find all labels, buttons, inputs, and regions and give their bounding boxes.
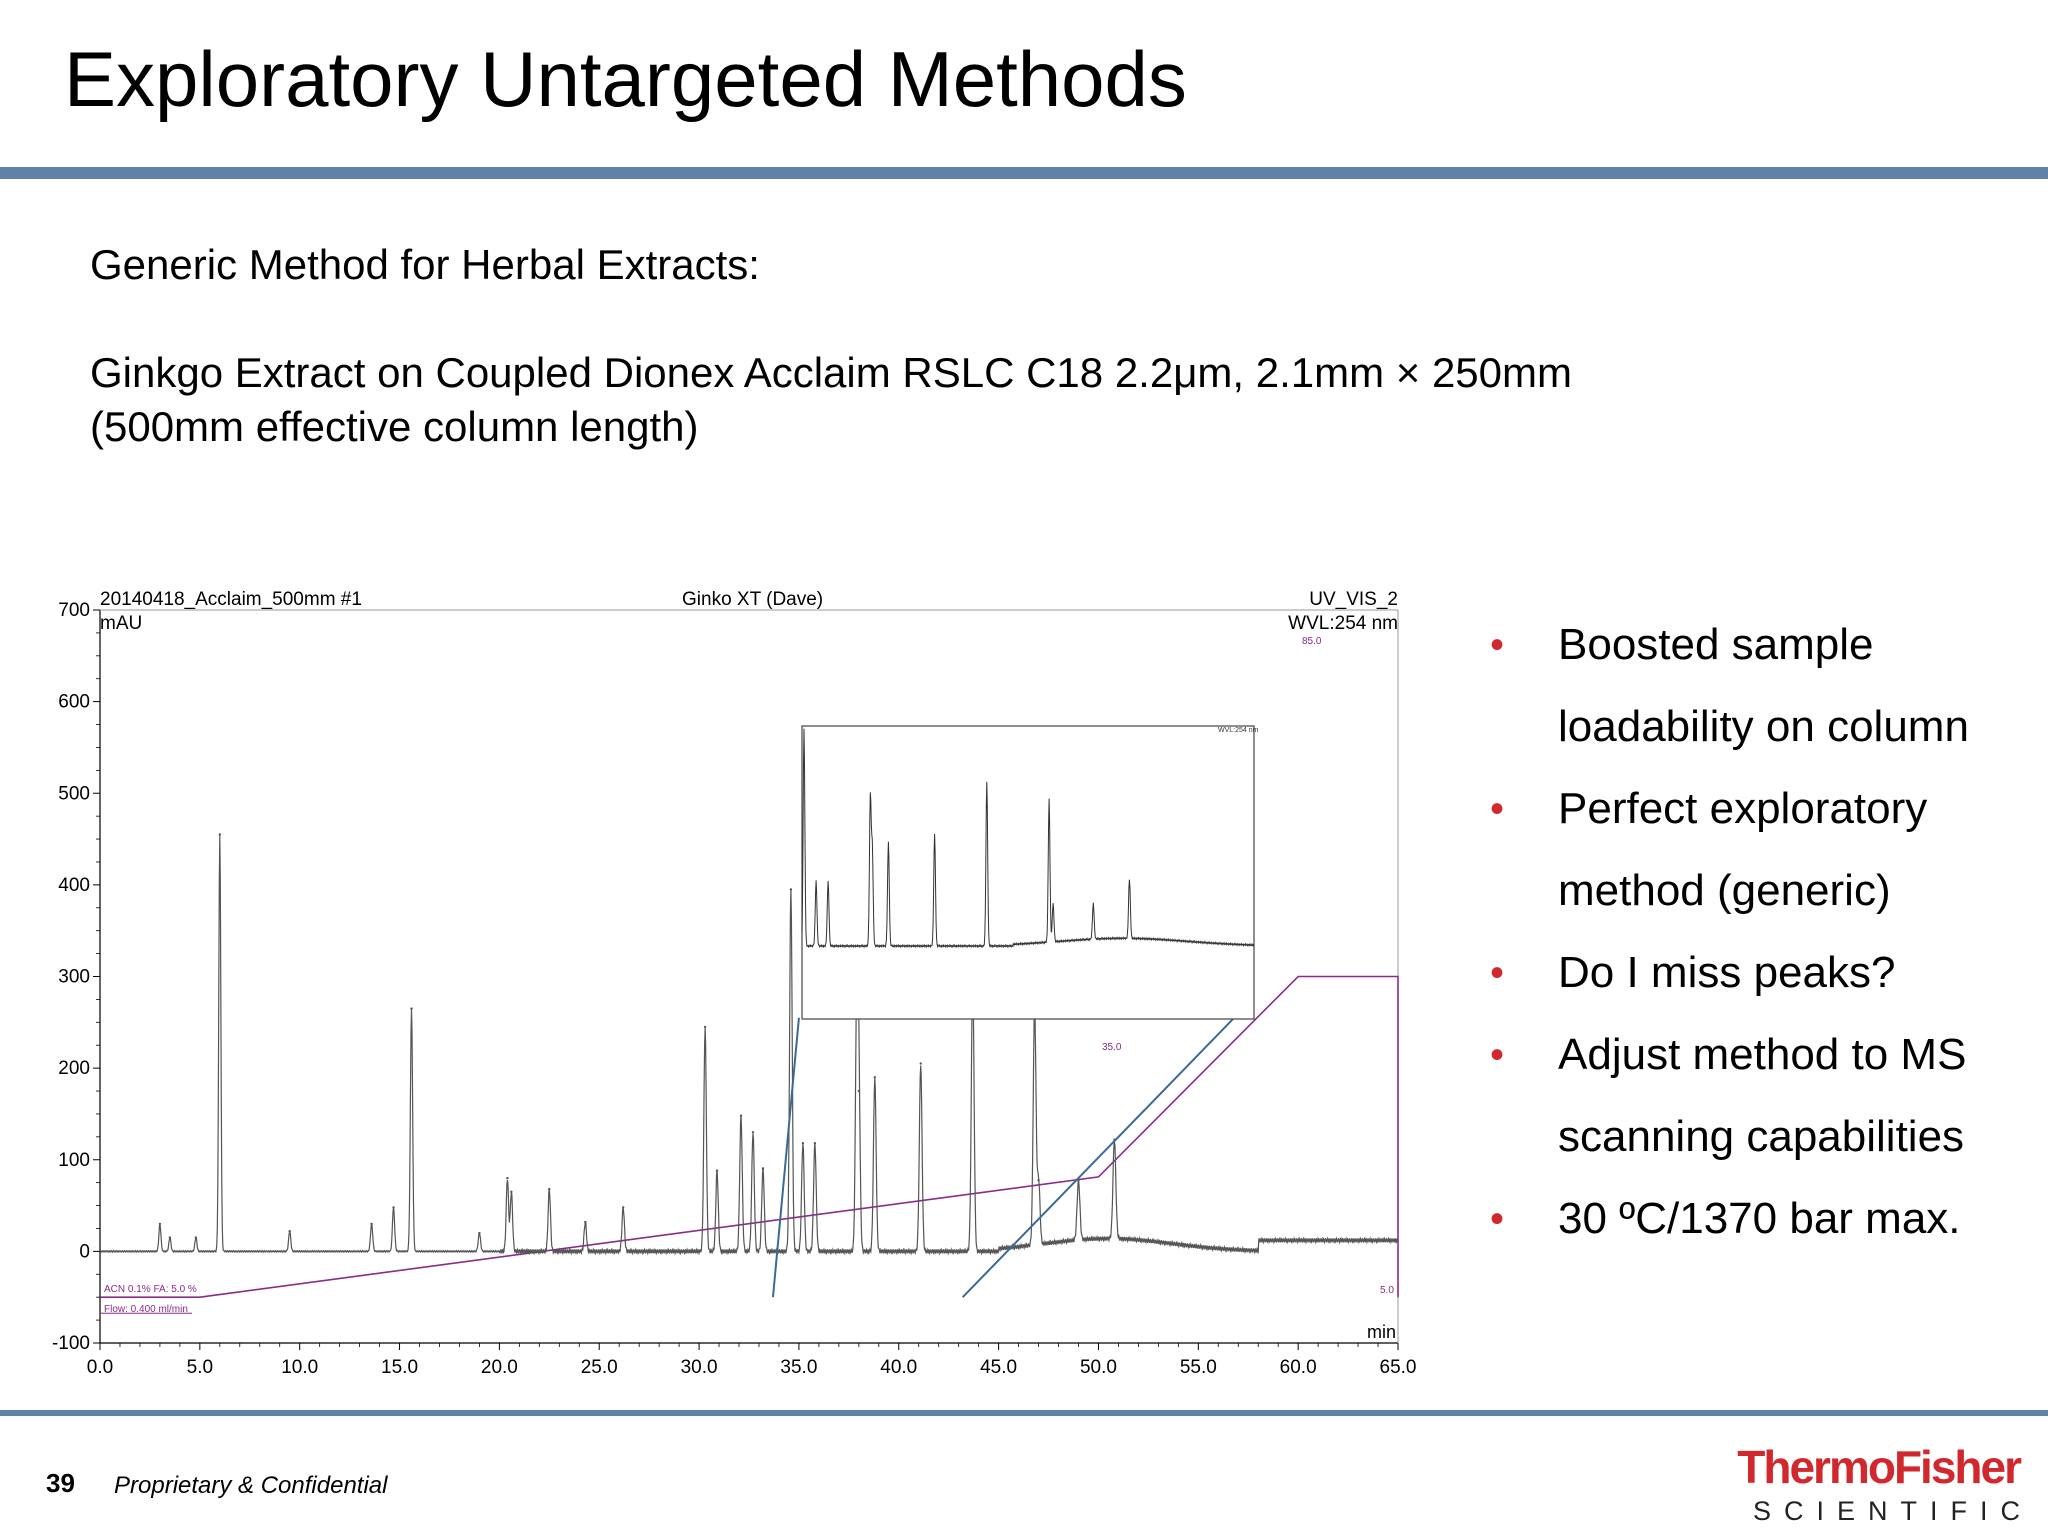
x-tick-label: 55.0 [1180, 1357, 1217, 1378]
peak-apex [751, 1131, 755, 1134]
peak-apex [801, 1142, 805, 1145]
peak-apex [857, 1089, 861, 1093]
gradient-mid-label: 35.0 [1102, 1042, 1122, 1053]
x-tick-label: 50.0 [1080, 1357, 1117, 1378]
peak-apex [584, 1220, 587, 1224]
peak-apex [510, 1190, 513, 1194]
x-tick-label: 30.0 [681, 1357, 718, 1378]
bullet-dot-icon: • [1490, 1197, 1505, 1241]
x-tick-label: 5.0 [187, 1357, 213, 1378]
bullet-item: • Adjust method to MS scanning capabiliti… [1490, 1014, 2010, 1178]
x-tick-label: 65.0 [1380, 1357, 1417, 1378]
peak-apex [813, 1142, 817, 1145]
peak-apex [478, 1231, 481, 1235]
x-tick-label: 0.0 [87, 1357, 113, 1378]
peak-apex [370, 1222, 373, 1226]
zoom-connector-left [771, 1017, 800, 1298]
description-line-1: Ginkgo Extract on Coupled Dionex Acclaim… [90, 349, 1572, 396]
thermofisher-logo: ThermoFisher SCIENTIFIC [1720, 1441, 2022, 1527]
peak-apex [873, 1076, 877, 1079]
y-tick-label: 300 [58, 967, 90, 988]
gradient-program-line [100, 975, 1399, 1298]
y-tick-label: 200 [58, 1058, 90, 1079]
peak-apex [158, 1222, 162, 1226]
flow-label: Flow: 0.400 ml/min [104, 1304, 188, 1315]
y-tick-label: 500 [58, 783, 90, 804]
peak-apex [392, 1206, 395, 1209]
bullet-dot-icon: • [1490, 1033, 1505, 1077]
zoom-inset-box [801, 725, 1255, 1020]
bullet-dot-icon: • [1490, 951, 1505, 995]
feature-bullet-list: • Boosted sample loadability on column • P… [1490, 604, 2010, 1260]
chromatogram-chart: 0.0 5.0 10.0 15.0 20.0 25.0 30.0 35.0 40.0 45.0 50… [40, 580, 1440, 1405]
peak-apex [715, 1169, 719, 1172]
peak-apex [789, 888, 793, 891]
y-tick-label: 400 [58, 875, 90, 896]
peak-apex [194, 1236, 198, 1239]
x-tick-label: 20.0 [481, 1357, 518, 1378]
y-tick-label: 0 [79, 1241, 90, 1262]
slide-subtitle: Generic Method for Herbal Extracts: [90, 241, 760, 288]
page-number: 39 [46, 1468, 75, 1498]
x-tick-label: 45.0 [980, 1357, 1017, 1378]
peak-apex [621, 1206, 625, 1209]
x-tick-label: 10.0 [281, 1357, 318, 1378]
x-tick-label: 15.0 [381, 1357, 418, 1378]
y-tick-label: 700 [58, 600, 90, 621]
zoom-inset-trace [801, 728, 1255, 949]
logo-brand: ThermoFisher [1737, 1441, 2022, 1493]
bullet-item: • 30 ºC/1370 bar max. [1490, 1178, 2010, 1260]
slide-title: Exploratory Untargeted Methods [64, 35, 1187, 123]
x-tick-label: 60.0 [1280, 1357, 1317, 1378]
x-tick-label: 40.0 [880, 1357, 917, 1378]
bullet-item: • Perfect exploratory method (generic) [1490, 768, 2010, 932]
peak-apex [1037, 1179, 1040, 1182]
bullet-item: • Do I miss peaks? [1490, 932, 2010, 1014]
slide-description: Ginkgo Extract on Coupled Dionex Acclaim… [90, 346, 1790, 454]
peak-apex [506, 1176, 509, 1180]
bullet-dot-icon: • [1490, 623, 1505, 667]
peak-apex [548, 1187, 551, 1191]
chromatogram-trace [99, 834, 1399, 1256]
footer-rule [0, 1410, 2048, 1416]
header-rule [0, 167, 2048, 179]
bullet-item: • Boosted sample loadability on column [1490, 604, 2010, 768]
confidential-notice: Proprietary & Confidential [114, 1472, 388, 1499]
gradient-start-label: ACN 0.1% FA: 5.0 % [104, 1284, 197, 1295]
y-tick-label: 600 [58, 692, 90, 713]
peak-apex [739, 1114, 743, 1117]
x-tick-label: 25.0 [581, 1357, 618, 1378]
chart-header-right-1: UV_VIS_2 [1309, 589, 1398, 610]
chart-header-left-2: mAU [100, 613, 142, 634]
description-line-2: (500mm effective column length) [90, 402, 699, 450]
peak-apex [168, 1236, 172, 1239]
zoom-connector-right [961, 1017, 1235, 1298]
chart-header-right-2: WVL:254 nm [1288, 613, 1398, 634]
peak-apex [703, 1025, 707, 1029]
peak-apex [919, 1062, 922, 1065]
peak-apex [218, 833, 222, 836]
gradient-end-label: 85.0 [1302, 636, 1322, 647]
y-tick-label: -100 [52, 1333, 90, 1354]
gradient-right-label: 5.0 [1380, 1285, 1394, 1296]
inset-wvl-label: WVL:254 nm [1218, 727, 1259, 734]
x-axis-unit-label: min [1367, 1322, 1396, 1342]
chart-header-left-1: 20140418_Acclaim_500mm #1 [100, 589, 362, 610]
logo-subtext: SCIENTIFIC [1752, 1496, 2033, 1526]
bullet-dot-icon: • [1490, 787, 1505, 831]
peak-apex [410, 1007, 413, 1010]
peak-apex [761, 1167, 765, 1171]
peak-apex [288, 1230, 291, 1233]
chromatogram-svg: 0.0 5.0 10.0 15.0 20.0 25.0 30.0 35.0 40.0 45.0 50… [52, 589, 1417, 1378]
chart-header-center: Ginko XT (Dave) [682, 589, 823, 610]
x-tick-label: 35.0 [780, 1357, 817, 1378]
y-tick-label: 100 [58, 1150, 90, 1171]
